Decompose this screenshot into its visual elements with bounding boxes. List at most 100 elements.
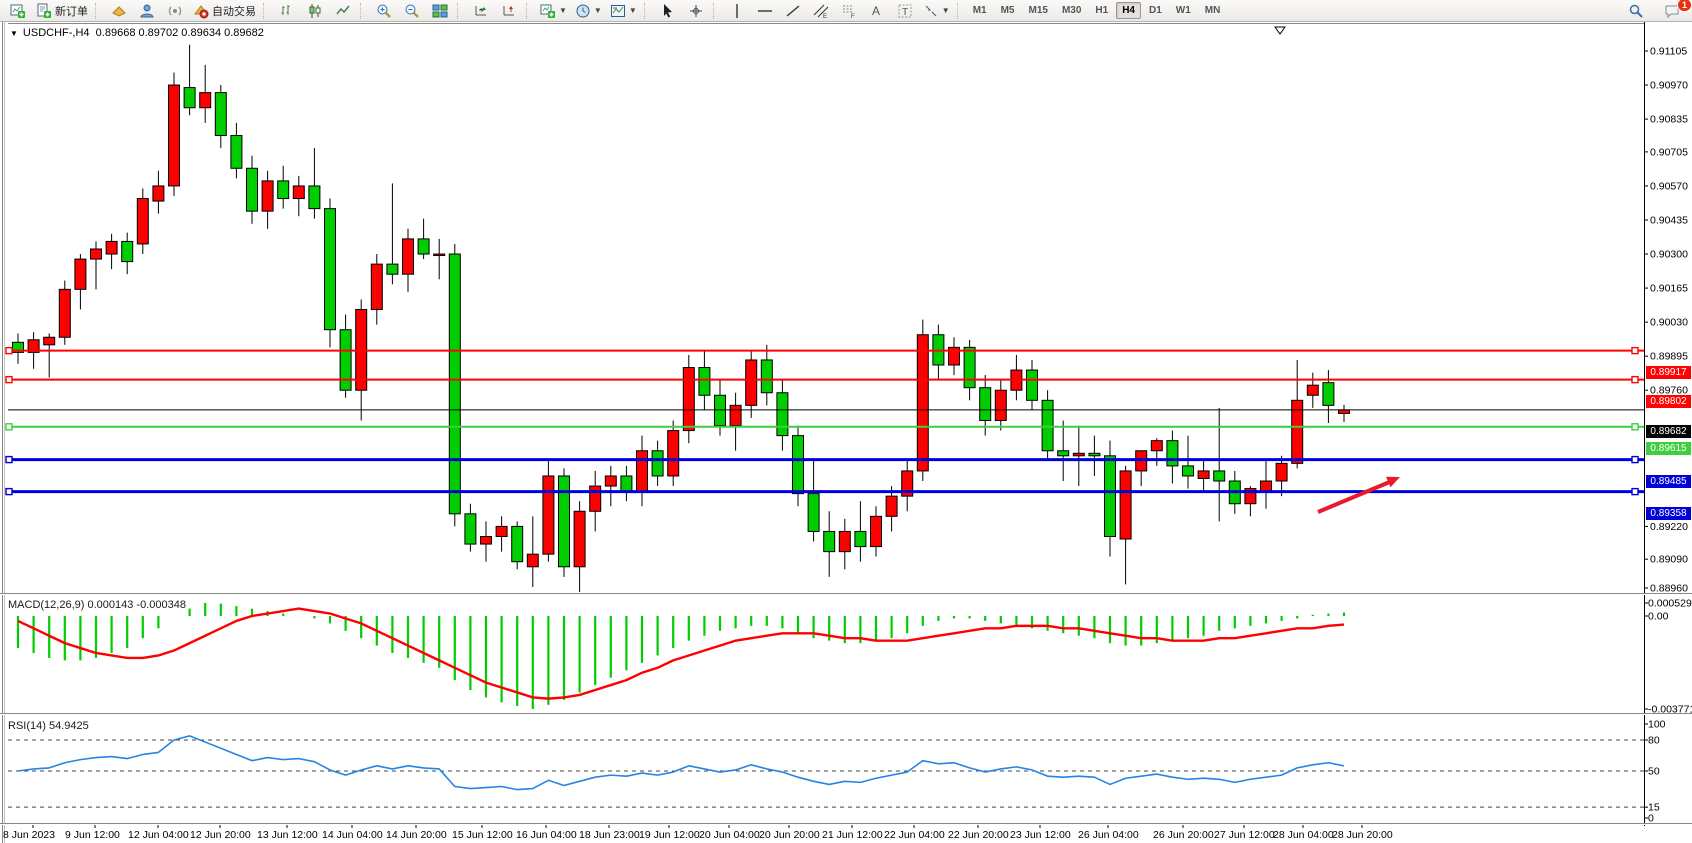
svg-text:0.90300: 0.90300 xyxy=(1650,249,1688,261)
macd-indicator-label: MACD(12,26,9) 0.000143 -0.000348 xyxy=(8,599,186,611)
svg-text:0.00: 0.00 xyxy=(1648,611,1669,623)
svg-text:12 Jun 04:00: 12 Jun 04:00 xyxy=(128,829,189,841)
text-label-icon: T xyxy=(898,4,912,18)
dropdown-caret: ▼ xyxy=(593,6,602,15)
annotation-arrow[interactable] xyxy=(1317,476,1400,514)
svg-text:18 Jun 23:00: 18 Jun 23:00 xyxy=(579,829,640,841)
window-edge xyxy=(2,22,3,843)
timeframe-button-w1[interactable]: W1 xyxy=(1175,5,1191,16)
svg-text:19 Jun 12:00: 19 Jun 12:00 xyxy=(639,829,700,841)
window-edge xyxy=(4,22,5,843)
svg-text:14 Jun 20:00: 14 Jun 20:00 xyxy=(386,829,447,841)
line-chart-icon xyxy=(336,5,350,14)
text-tool-button[interactable]: A xyxy=(863,1,891,21)
new-order-icon xyxy=(37,3,51,18)
autotrade-button[interactable]: 自动交易 xyxy=(189,1,260,21)
new-chart-button[interactable] xyxy=(4,1,32,21)
cursor-icon xyxy=(663,3,672,17)
search-button[interactable] xyxy=(1622,1,1650,21)
timeframe-button-d1[interactable]: D1 xyxy=(1149,5,1162,16)
candle-chart-icon xyxy=(309,3,321,18)
autotrade-icon xyxy=(194,4,209,18)
timeframe-button-mn[interactable]: MN xyxy=(1204,5,1221,16)
pane-separator[interactable] xyxy=(0,713,1692,715)
timeframe-button-m30[interactable]: M30 xyxy=(1061,5,1082,16)
vertical-line-icon xyxy=(736,3,738,18)
trendline-icon xyxy=(786,4,800,17)
quotes-button[interactable] xyxy=(105,1,133,21)
channel-tool-button[interactable]: E xyxy=(807,1,835,21)
svg-text:22 Jun 20:00: 22 Jun 20:00 xyxy=(948,829,1009,841)
notifications-button[interactable]: 1 xyxy=(1658,0,1692,21)
label-tool-button[interactable]: T xyxy=(891,1,919,21)
autotrade-label: 自动交易 xyxy=(212,5,256,18)
bar-chart-button[interactable] xyxy=(273,1,301,21)
price-tag-0.89485[interactable]: 0.89485 xyxy=(1646,475,1691,489)
fibo-tool-button[interactable]: F xyxy=(835,1,863,21)
zoom-out-button[interactable] xyxy=(398,1,426,21)
price-axis: 0.91105 0.90970 0.90835 0.90705 0.90570 0.904… xyxy=(1644,46,1688,595)
svg-text:0.90835: 0.90835 xyxy=(1650,114,1688,126)
crosshair-icon xyxy=(689,4,702,17)
chart-ohlc-header[interactable]: ▼ USDCHF-,H4 0.89668 0.89702 0.89634 0.89… xyxy=(10,27,264,39)
price-tag-0.89917[interactable]: 0.89917 xyxy=(1646,366,1691,380)
macd-signal-line xyxy=(17,607,1345,700)
svg-text:-0.003771: -0.003771 xyxy=(1648,704,1692,716)
toolbar-separator xyxy=(263,2,270,19)
crosshair-tool-button[interactable] xyxy=(682,1,710,21)
zoom-in-button[interactable] xyxy=(370,1,398,21)
timeframe-button-m15[interactable]: M15 xyxy=(1028,5,1048,16)
svg-text:20 Jun 04:00: 20 Jun 04:00 xyxy=(699,829,760,841)
toolbar-separator xyxy=(643,2,651,19)
arrows-tool-button[interactable]: ▼ xyxy=(919,1,954,21)
timeframe-button-m5[interactable]: M5 xyxy=(1000,5,1015,16)
vline-tool-button[interactable] xyxy=(723,1,751,21)
symbol-period-label: USDCHF-,H4 xyxy=(22,27,90,39)
price-tag-0.89682[interactable]: 0.89682 xyxy=(1646,425,1691,439)
timeframe-button-h4[interactable]: H4 xyxy=(1116,2,1141,19)
profiles-button[interactable] xyxy=(133,1,161,21)
profiles-icon xyxy=(140,4,154,17)
chart-shift-button[interactable] xyxy=(495,1,523,21)
hline-tool-button[interactable] xyxy=(751,1,779,21)
svg-text:27 Jun 12:00: 27 Jun 12:00 xyxy=(1214,829,1275,841)
line-chart-button[interactable] xyxy=(329,1,357,21)
chart-canvas[interactable]: 0.91105 0.90970 0.90835 0.90705 0.90570 0.904… xyxy=(0,22,1692,843)
price-lines[interactable] xyxy=(5,346,1644,496)
auto-scroll-button[interactable] xyxy=(467,1,495,21)
horizontal-line-icon xyxy=(757,9,772,12)
candle-chart-button[interactable] xyxy=(301,1,329,21)
tile-windows-button[interactable] xyxy=(426,1,454,21)
periods-button[interactable]: ▼ xyxy=(571,1,606,21)
svg-text:F: F xyxy=(851,14,855,19)
price-tag-0.89802[interactable]: 0.89802 xyxy=(1646,395,1691,409)
new-order-label: 新订单 xyxy=(55,5,88,18)
templates-button[interactable]: ▼ xyxy=(606,1,641,21)
equidistant-channel-icon: E xyxy=(813,4,829,19)
candlestick-series xyxy=(12,44,1350,592)
trendline-tool-button[interactable] xyxy=(779,1,807,21)
cursor-tool-button[interactable] xyxy=(654,1,682,21)
timeframe-button-m1[interactable]: M1 xyxy=(972,5,987,16)
zoom-in-icon xyxy=(377,4,391,18)
price-tag-0.89358[interactable]: 0.89358 xyxy=(1646,507,1691,521)
pane-separator[interactable] xyxy=(0,593,1692,595)
svg-text:E: E xyxy=(823,14,827,19)
timeframe-button-h1[interactable]: H1 xyxy=(1095,5,1109,16)
svg-text:100: 100 xyxy=(1648,719,1666,731)
toolbar-separator xyxy=(360,2,367,19)
signals-button[interactable] xyxy=(161,1,189,21)
time-axis: 8 Jun 2023 9 Jun 12:00 12 Jun 04:00 12 Jun … xyxy=(3,824,1393,841)
signals-icon xyxy=(168,6,182,15)
search-icon xyxy=(1629,4,1643,18)
svg-text:0.90435: 0.90435 xyxy=(1650,214,1688,226)
dropdown-caret: ▼ xyxy=(559,6,567,15)
svg-text:0.89760: 0.89760 xyxy=(1650,385,1688,397)
chart-window[interactable]: ▼ USDCHF-,H4 0.89668 0.89702 0.89634 0.89… xyxy=(0,22,1692,843)
indicators-icon xyxy=(540,4,555,18)
new-order-button[interactable]: 新订单 xyxy=(32,1,92,21)
svg-text:0.90970: 0.90970 xyxy=(1650,80,1688,92)
indicators-button[interactable]: ▼ xyxy=(536,1,571,21)
price-tag-0.89615[interactable]: 0.89615 xyxy=(1646,442,1691,456)
